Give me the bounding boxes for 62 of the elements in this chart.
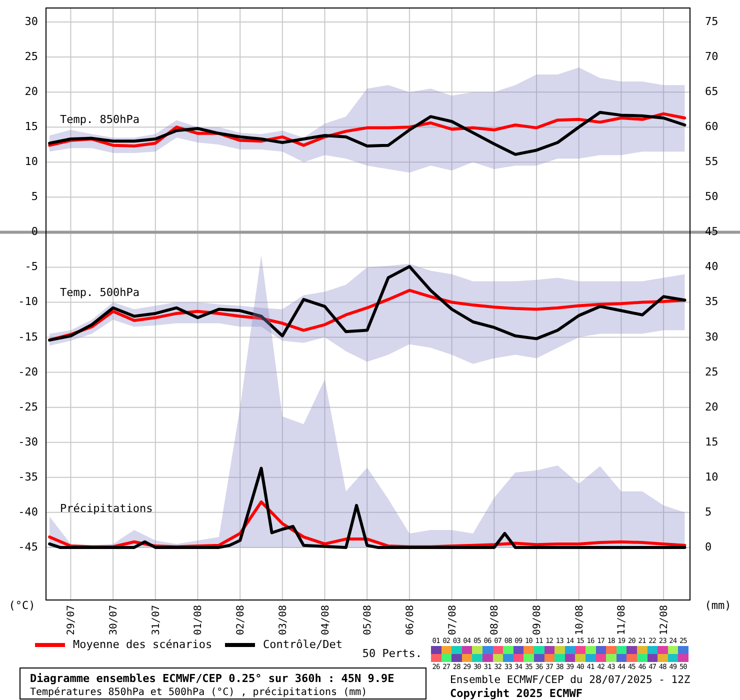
x-tick-label: 04/08 [320, 605, 332, 636]
x-tick-label: 09/08 [532, 605, 543, 636]
x-tick-label: 12/08 [659, 605, 670, 636]
text: Températures 850hPa et 500hPa (°C) , précipitations (mm) [30, 687, 368, 698]
y2-tick-label: 50 [705, 190, 718, 204]
y-tick-label: 5 [31, 190, 38, 204]
y-tick-label: -15 [18, 330, 38, 344]
x-tick-label: 30/07 [108, 605, 120, 636]
y2-tick-label: 30 [705, 330, 718, 344]
y2-tick-label: 60 [705, 120, 718, 134]
line-series [48, 466, 686, 549]
x-tick-label: 06/08 [404, 605, 416, 636]
y2-tick-label: 15 [705, 435, 718, 448]
x-tick-label: 08/08 [490, 605, 501, 636]
x-tick-label: 05/08 [362, 605, 374, 636]
x-tick-label: 29/07 [66, 605, 78, 636]
y-tick-label: -25 [18, 400, 38, 414]
x-tick-label: 01/08 [193, 605, 204, 636]
text: Copyright 2025 ECMWF [450, 687, 582, 700]
legend-label: Contrôle/Det [263, 638, 342, 652]
y-tick-label: 25 [24, 50, 38, 64]
x-tick-label: 11/08 [616, 605, 628, 636]
x-tick-label: 02/08 [236, 605, 247, 636]
y-tick-label: 30 [24, 15, 38, 28]
y2-tick-label: 10 [705, 470, 718, 484]
y2-tick-label: 40 [705, 260, 718, 274]
y2-tick-label: 0 [705, 540, 712, 554]
y-tick-label: -5 [24, 260, 38, 274]
line-series [48, 110, 686, 156]
y2-tick-label: 35 [705, 295, 718, 308]
y-tick-label: 10 [24, 155, 38, 168]
y2-tick-label: 65 [705, 85, 718, 98]
x-tick-label: 03/08 [278, 605, 289, 636]
annotation: Temp. 500hPa [60, 286, 140, 300]
y-tick-label: -35 [18, 470, 38, 484]
y-axis-title: (°C) [8, 599, 36, 612]
y-tick-label: -40 [18, 505, 38, 518]
text: Ensemble ECMWF/CEP du 28/07/2025 - 12Z [450, 674, 690, 686]
x-tick-label: 31/07 [150, 605, 162, 636]
y-tick-label: -45 [18, 540, 38, 554]
x-tick-label: 10/08 [574, 605, 586, 636]
y-tick-label: 15 [24, 120, 38, 134]
y2-tick-label: 25 [705, 365, 718, 378]
legend-label: Moyenne des scénarios [73, 638, 212, 652]
y-tick-label: -30 [18, 435, 38, 448]
y-tick-label: 0 [31, 225, 38, 238]
text: 50 Perts. [362, 647, 422, 660]
y2-tick-label: 55 [705, 155, 718, 168]
y2-tick-label: 70 [705, 50, 718, 64]
line-series [48, 265, 686, 342]
y2-axis-title: (mm) [704, 599, 732, 612]
y2-tick-label: 75 [705, 15, 718, 28]
y-tick-label: -10 [18, 295, 38, 308]
y-tick-label: -20 [18, 365, 38, 378]
x-tick-label: 07/08 [447, 605, 458, 636]
y-tick-label: 20 [24, 85, 38, 98]
y2-tick-label: 5 [705, 505, 712, 518]
y2-tick-label: 45 [705, 225, 718, 238]
text: Diagramme ensembles ECMWF/CEP 0.25° sur 360h : 45N 9.9E [30, 672, 394, 685]
annotation: Temp. 850hPa [60, 113, 140, 126]
y2-tick-label: 20 [705, 400, 718, 414]
annotation: Précipitations [60, 502, 153, 516]
